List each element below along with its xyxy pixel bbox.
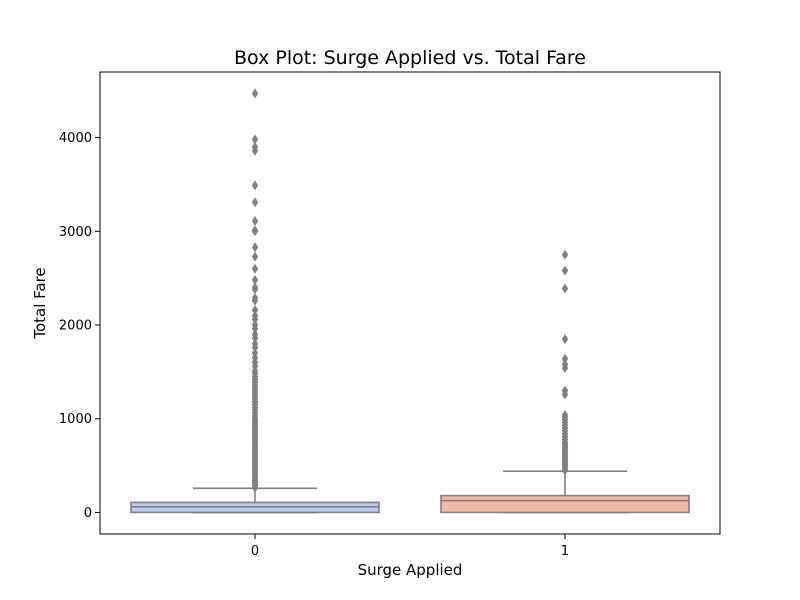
outlier-point	[251, 338, 259, 349]
outlier-point	[251, 225, 259, 236]
outlier-point	[251, 251, 259, 262]
x-tick-label: 1	[561, 544, 569, 559]
outlier-point	[251, 134, 259, 145]
outlier-point	[251, 292, 259, 303]
axis-ticks: 0 1000 2000 3000 4000 0 1	[59, 131, 569, 559]
outlier-point	[251, 275, 259, 286]
x-axis-label: Surge Applied	[358, 561, 463, 579]
y-axis-label: Total Fare	[31, 267, 49, 339]
x-tick-label: 0	[251, 544, 259, 559]
y-tick-label: 3000	[59, 225, 92, 240]
box-group-0	[130, 88, 380, 514]
box	[440, 494, 690, 514]
outlier-point	[251, 320, 259, 331]
y-tick-label: 4000	[59, 131, 92, 146]
outlier-point	[561, 409, 569, 420]
outlier-point	[251, 305, 259, 316]
y-tick-label: 2000	[59, 319, 92, 334]
chart-title: Box Plot: Surge Applied vs. Total Fare	[234, 47, 586, 69]
outlier-point	[251, 242, 259, 253]
y-tick-label: 1000	[59, 412, 92, 427]
outlier-point	[251, 141, 259, 152]
outlier-point	[561, 283, 569, 294]
outlier-point	[251, 329, 259, 340]
outlier-point	[251, 282, 259, 293]
outlier-point	[561, 353, 569, 364]
outlier-point	[251, 216, 259, 227]
plot-marks	[130, 88, 690, 514]
outlier-point	[251, 310, 259, 321]
outlier-point	[251, 197, 259, 208]
outlier-point	[561, 385, 569, 396]
outlier-point	[251, 88, 259, 99]
box-group-1	[440, 249, 690, 514]
plot-frame	[99, 71, 721, 535]
y-tick-label: 0	[84, 506, 92, 521]
outlier-point	[561, 265, 569, 276]
outlier-point	[251, 180, 259, 191]
outlier-point	[561, 249, 569, 260]
outlier-point	[251, 263, 259, 274]
outlier-point	[561, 359, 569, 370]
outlier-point	[251, 348, 259, 359]
outlier-point	[561, 334, 569, 345]
